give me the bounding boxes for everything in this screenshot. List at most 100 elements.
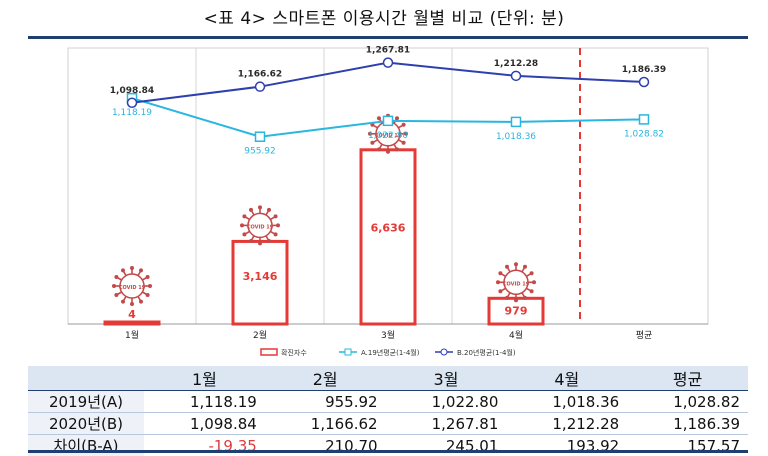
legend-label-bars: 확진자수 [281,348,307,357]
series-a-data-label: 1,118.19 [112,108,152,118]
legend: 확진자수 A.19년평균(1-4월) B.20년평균(1-4월) [261,348,516,357]
legend-label-series-b: B.20년평균(1-4월) [457,348,516,357]
virus-spike-tip [395,116,399,120]
table-cell: 1,022.80 [386,391,507,413]
table-header-row: 1월 2월 3월 4월 평균 [28,366,748,391]
table-row: 2020년(B) 1,098.84 1,166.62 1,267.81 1,21… [28,413,748,435]
virus-spike-tip [505,265,509,269]
series-a-marker [256,132,265,141]
table-header-corner [28,366,144,391]
x-tick-label: 4월 [509,329,523,341]
table-row: 2019년(A) 1,118.19 955.92 1,022.80 1,018.… [28,391,748,413]
series-a-data-label: 1,018.36 [496,132,536,142]
series-a-marker [384,116,393,125]
series-b-marker [256,82,265,91]
virus-label: COVID 19 [247,224,274,230]
series-b-marker [128,98,137,107]
series-b-marker [512,71,521,80]
series-b-data-label: 1,186.39 [622,65,666,75]
virus-spike-tip [377,116,381,120]
comparison-table: 1월 2월 3월 4월 평균 2019년(A) 1,118.19 955.92 … [28,366,748,456]
top-rule [28,36,748,39]
table-cell: 1,018.36 [506,391,627,413]
virus-spike-tip [514,262,518,266]
bar-value-label: 3,146 [243,270,278,283]
virus-spike-tip [242,232,246,236]
row-label-2019: 2019년(A) [28,391,144,413]
virus-spike-tip [377,147,381,151]
bar-value-label: 6,636 [371,222,406,235]
x-tick-label: 2월 [253,329,267,341]
virus-spike-tip [146,293,150,297]
virus-spike-tip [114,293,118,297]
virus-spike-tip [530,271,534,275]
virus-spike-tip [242,214,246,218]
series-a-data-label: 1,022.80 [368,131,408,141]
table-cell: 1,267.81 [386,413,507,435]
virus-spike-tip [523,296,527,300]
series-a-marker [640,115,649,124]
table-header-avg: 평균 [627,366,748,391]
virus-label: COVID 19 [503,281,530,287]
virus-spike-tip [130,302,134,306]
virus-spike-tip [249,208,253,212]
row-label-2020: 2020년(B) [28,413,144,435]
table-cell: 1,118.19 [144,391,265,413]
virus-spike-tip [402,123,406,127]
series-b-data-label: 1,166.62 [238,70,282,80]
virus-spike-tip [402,141,406,145]
series-a-data-label: 955.92 [244,147,276,157]
x-tick-label: 3월 [381,329,395,341]
x-tick-label: 1월 [125,329,139,341]
virus-spike-tip [146,275,150,279]
x-tick-label: 평균 [636,330,653,341]
series-b-marker [384,58,393,67]
table-header-mar: 3월 [386,366,507,391]
table-cell: 1,098.84 [144,413,265,435]
virus-spike-tip [267,208,271,212]
series-a-data-label: 1,028.82 [624,129,664,139]
bar-value-label: 4 [128,308,136,321]
virus-spike-tip [496,280,500,284]
x-tick-labels: 1월 2월 3월 4월 평균 [125,329,652,341]
bar [361,150,415,324]
virus-spike-tip [121,300,125,304]
legend-marker-series-b [441,349,447,355]
bottom-rule [28,450,748,453]
virus-label: COVID 19 [119,285,146,291]
legend-swatch-bars [261,349,277,355]
virus-spike-tip [148,284,152,288]
table-title: <표 4> 스마트폰 이용시간 월별 비교 (단위: 분) [0,4,768,29]
virus-spike-tip [514,298,518,302]
virus-spike-tip [532,280,536,284]
bar [105,322,159,324]
series-a-marker [512,117,521,126]
series-b-data-label: 1,098.84 [110,86,154,96]
virus-spike-tip [258,241,262,245]
virus-spike-tip [370,141,374,145]
table-cell: 955.92 [265,391,386,413]
virus-spike-tip [523,265,527,269]
table-cell: 1,028.82 [627,391,748,413]
virus-spike-tip [267,239,271,243]
table-header-apr: 4월 [506,366,627,391]
virus-spike-tip [249,239,253,243]
virus-spike-tip [505,296,509,300]
virus-spike-tip [121,268,125,272]
virus-spike-tip [130,266,134,270]
virus-spike-tip [240,223,244,227]
series-b-data-label: 1,267.81 [366,46,410,56]
table-header-jan: 1월 [144,366,265,391]
virus-spike-tip [112,284,116,288]
virus-spike-tip [530,289,534,293]
legend-label-series-a: A.19년평균(1-4월) [361,348,420,357]
virus-spike-tip [139,300,143,304]
virus-spike-tip [114,275,118,279]
legend-marker-series-a [345,349,351,355]
virus-spike-tip [274,232,278,236]
table-cell: 1,186.39 [627,413,748,435]
bar-value-label: 979 [505,304,528,317]
virus-spike-tip [258,205,262,209]
virus-spike-tip [276,223,280,227]
